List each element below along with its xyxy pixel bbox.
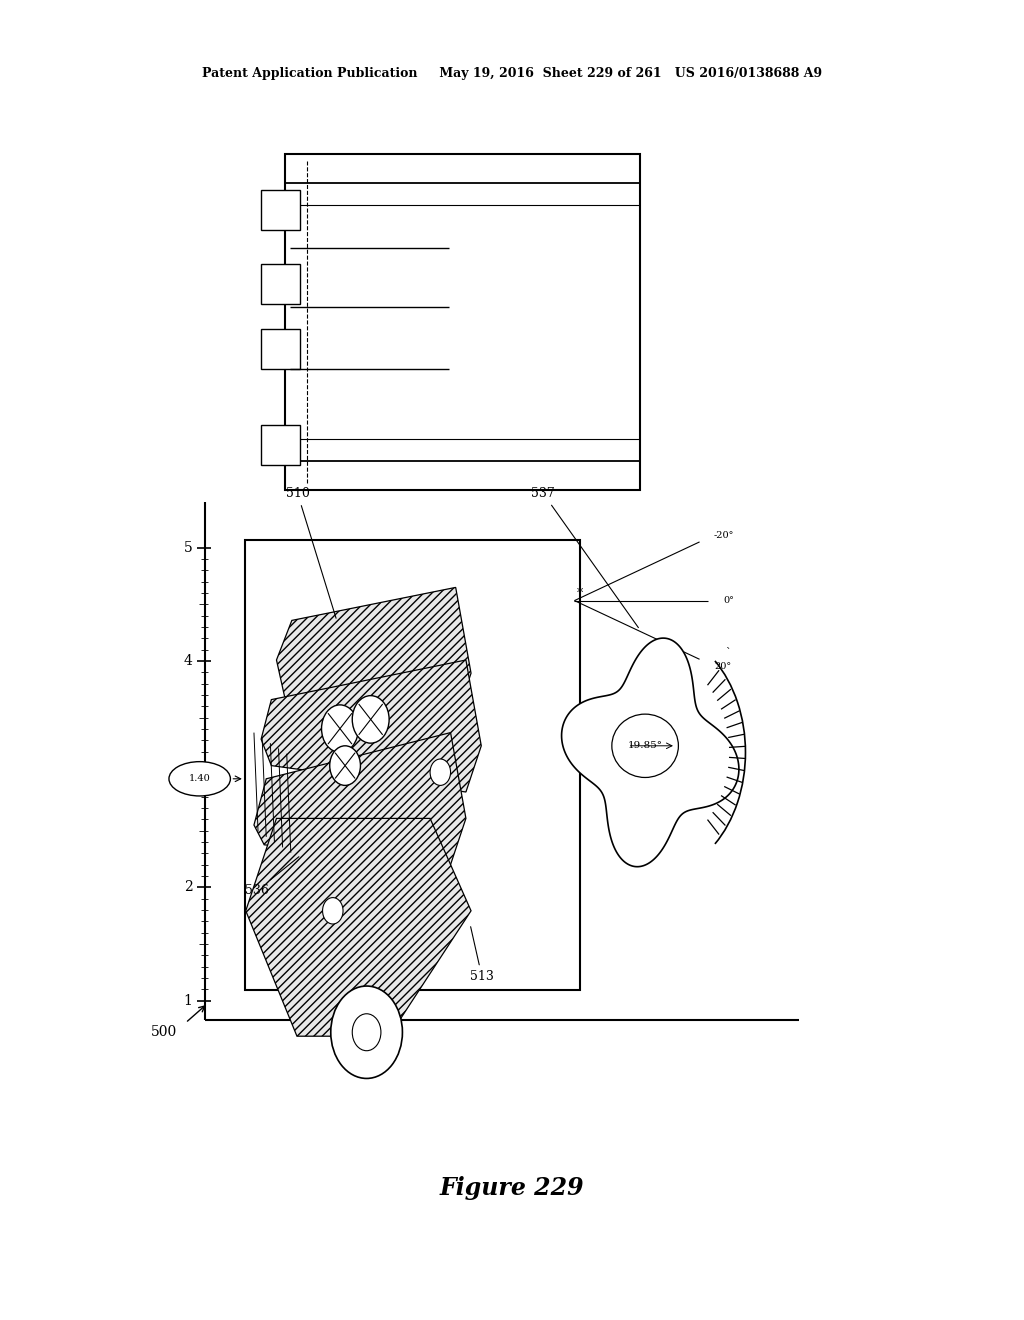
Text: Figure 229: Figure 229 [439,1176,585,1200]
Text: 19.85°: 19.85° [628,742,663,750]
Text: *: * [577,587,583,601]
Circle shape [323,898,343,924]
Ellipse shape [169,762,230,796]
Polygon shape [246,818,471,1036]
Text: Patent Application Publication     May 19, 2016  Sheet 229 of 261   US 2016/0138: Patent Application Publication May 19, 2… [202,67,822,81]
Polygon shape [254,733,466,865]
Polygon shape [261,660,481,792]
Text: 500: 500 [151,1026,177,1039]
Text: 510: 510 [286,487,336,618]
Text: 5: 5 [183,541,193,554]
Circle shape [331,986,402,1078]
Circle shape [430,759,451,785]
Bar [261,425,300,465]
Text: -20°: -20° [714,531,734,540]
Text: 1: 1 [183,994,193,1007]
Bar [261,190,300,230]
Text: 4: 4 [183,653,193,668]
Polygon shape [561,638,739,867]
Bar [285,154,640,490]
Circle shape [322,705,358,752]
Ellipse shape [612,714,678,777]
Circle shape [352,1014,381,1051]
Text: 537: 537 [531,487,638,627]
Bar [261,330,300,370]
Text: 2: 2 [183,880,193,895]
Text: 536: 536 [245,857,299,898]
Bar [245,540,580,990]
Text: 20°: 20° [714,661,731,671]
Bar [261,264,300,304]
Text: 513: 513 [470,927,494,983]
Text: `: ` [725,648,731,659]
Text: 0°: 0° [723,597,734,605]
Text: 3: 3 [183,767,193,781]
Polygon shape [276,587,471,719]
Text: 1.40: 1.40 [188,775,211,783]
Circle shape [352,696,389,743]
Circle shape [330,746,360,785]
